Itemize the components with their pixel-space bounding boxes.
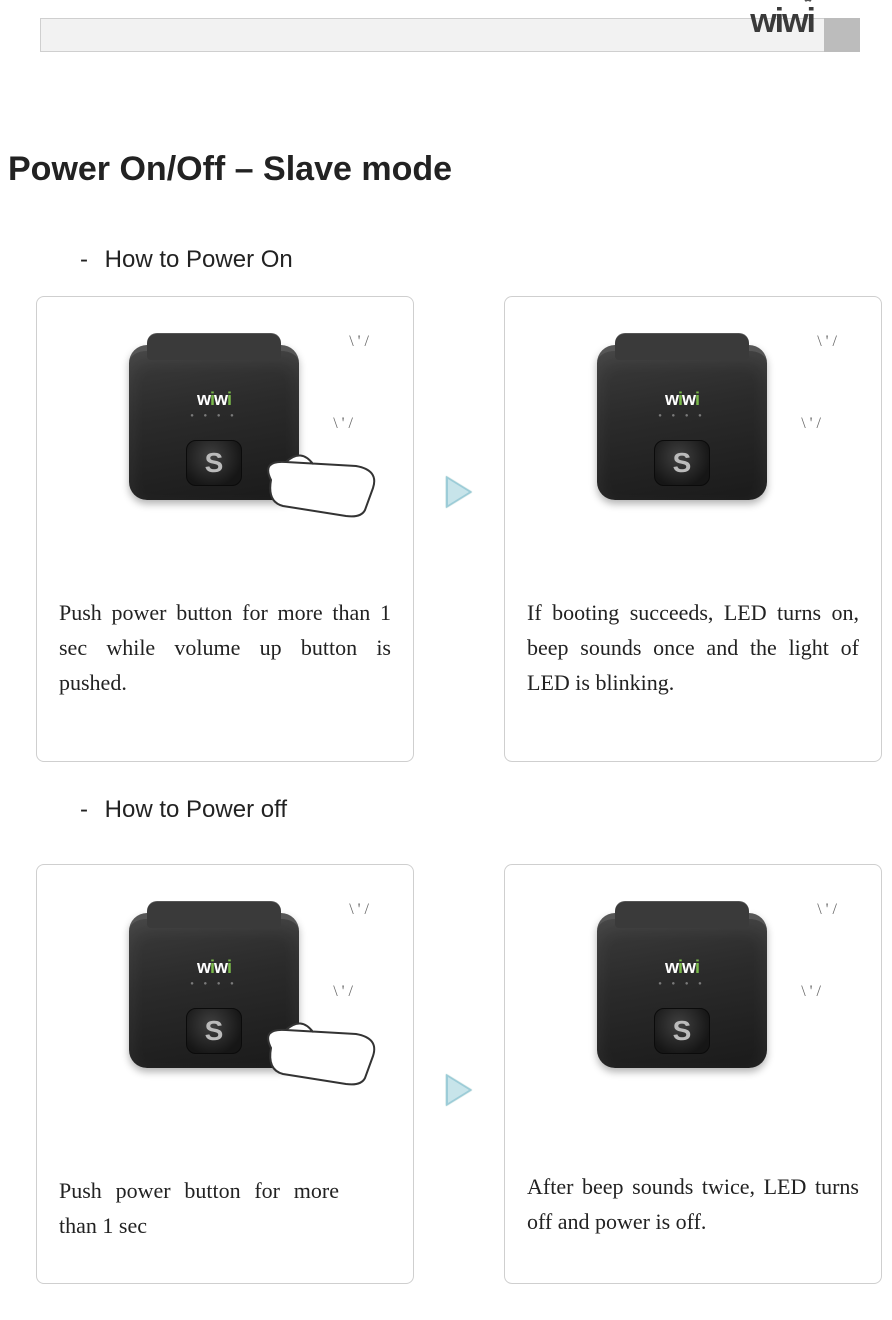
arrow-right-icon bbox=[414, 296, 504, 508]
page-title: Power On/Off – Slave mode bbox=[8, 150, 452, 189]
flick-mark-icon: \ ' / bbox=[801, 415, 821, 433]
brand-logo: wiwi bbox=[750, 2, 814, 41]
dash-icon: - bbox=[80, 246, 98, 274]
finger-press-icon bbox=[261, 440, 381, 520]
device-illustration: \ ' / \ ' / wiwi ● ● ● ● S bbox=[59, 315, 391, 545]
device-illustration: \ ' / \ ' / wiwi ● ● ● ● S bbox=[527, 883, 859, 1113]
device-dots: ● ● ● ● bbox=[597, 413, 767, 419]
panel-text-power-on-2: If booting succeeds, LED turns on, beep … bbox=[527, 595, 859, 701]
subheading-power-on-label: How to Power On bbox=[105, 246, 293, 273]
device-brand-label: wiwi bbox=[129, 389, 299, 410]
flick-mark-icon: \ ' / bbox=[817, 333, 837, 351]
flick-mark-icon: \ ' / bbox=[333, 415, 353, 433]
device-s-button: S bbox=[654, 440, 710, 486]
panel-power-off-step2: \ ' / \ ' / wiwi ● ● ● ● S After beep so… bbox=[504, 864, 882, 1284]
panel-power-on-step2: \ ' / \ ' / wiwi ● ● ● ● S If booting su… bbox=[504, 296, 882, 762]
device-s-button: S bbox=[654, 1008, 710, 1054]
flick-mark-icon: \ ' / bbox=[349, 333, 369, 351]
device-dots: ● ● ● ● bbox=[129, 981, 299, 987]
header-gray-box bbox=[824, 18, 860, 52]
panel-text-power-off-2: After beep sounds twice, LED turns off a… bbox=[527, 1169, 859, 1239]
device-icon: wiwi ● ● ● ● S bbox=[597, 345, 767, 500]
finger-press-icon bbox=[261, 1008, 381, 1088]
device-dots: ● ● ● ● bbox=[597, 981, 767, 987]
panel-power-on-step1: \ ' / \ ' / wiwi ● ● ● ● S Push power bu… bbox=[36, 296, 414, 762]
flick-mark-icon: \ ' / bbox=[349, 901, 369, 919]
panel-power-off-step1: \ ' / \ ' / wiwi ● ● ● ● S Push power bu… bbox=[36, 864, 414, 1284]
panel-text-power-on-1: Push power button for more than 1 sec wh… bbox=[59, 595, 391, 701]
device-brand-label: wiwi bbox=[129, 957, 299, 978]
flick-mark-icon: \ ' / bbox=[333, 983, 353, 1001]
device-s-button: S bbox=[186, 1008, 242, 1054]
signal-icon bbox=[800, 0, 816, 12]
subheading-power-off-label: How to Power off bbox=[105, 796, 287, 823]
arrow-right-icon bbox=[414, 864, 504, 1106]
panel-text-power-off-1: Push power button for more than 1 sec bbox=[59, 1173, 339, 1243]
device-icon: wiwi ● ● ● ● S bbox=[597, 913, 767, 1068]
subheading-power-off: - How to Power off bbox=[80, 796, 287, 824]
flick-mark-icon: \ ' / bbox=[817, 901, 837, 919]
device-illustration: \ ' / \ ' / wiwi ● ● ● ● S bbox=[527, 315, 859, 545]
device-s-button: S bbox=[186, 440, 242, 486]
subheading-power-on: - How to Power On bbox=[80, 246, 293, 274]
device-brand-label: wiwi bbox=[597, 389, 767, 410]
device-brand-label: wiwi bbox=[597, 957, 767, 978]
flick-mark-icon: \ ' / bbox=[801, 983, 821, 1001]
device-dots: ● ● ● ● bbox=[129, 413, 299, 419]
header-bar bbox=[40, 18, 852, 52]
dash-icon: - bbox=[80, 796, 98, 824]
device-illustration: \ ' / \ ' / wiwi ● ● ● ● S bbox=[59, 883, 391, 1113]
